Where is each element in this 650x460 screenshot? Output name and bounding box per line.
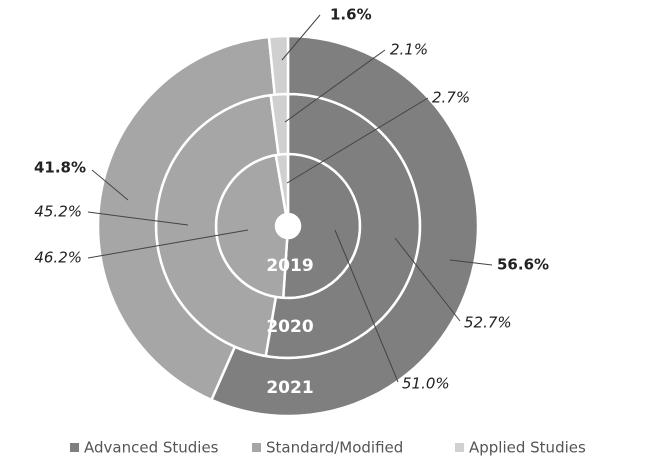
donut-segment [267,34,290,97]
leader-line [281,14,321,61]
data-label: 46.2% [34,249,82,267]
data-label: 2.1% [390,41,428,59]
legend-swatch [70,443,79,452]
ring-label: 2021 [266,378,313,398]
data-label: 45.2% [34,203,82,221]
legend-label: Applied Studies [469,439,586,457]
data-label: 56.6% [497,256,549,274]
legend-label: Advanced Studies [84,439,219,457]
legend-swatch [455,443,464,452]
data-label: 41.8% [34,159,86,177]
leader-line [87,229,249,259]
ring-label: 2020 [266,317,313,337]
legend-swatch [252,443,261,452]
legend-label: Standard/Modified [266,439,403,457]
donut-segment [96,35,277,402]
donut-segment [209,34,480,418]
leader-line [286,97,429,184]
leader-line [449,259,493,266]
data-label: 1.6% [330,6,372,24]
leader-line [87,211,189,226]
leader-line [91,169,129,201]
leader-line [394,237,461,322]
ring-label: 2019 [266,256,313,276]
leader-line [334,229,399,383]
data-label: 51.0% [402,375,450,393]
leader-line [284,49,386,123]
data-label: 2.7% [432,89,470,107]
data-label: 52.7% [464,314,512,332]
